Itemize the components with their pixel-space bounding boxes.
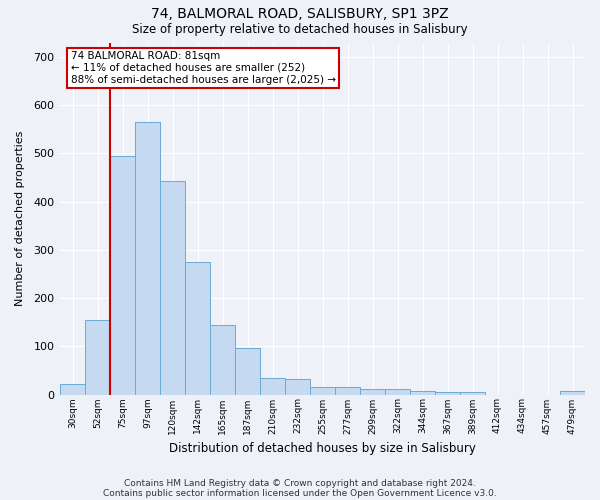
Bar <box>60 384 85 394</box>
Bar <box>110 156 135 394</box>
Bar <box>385 388 410 394</box>
Bar <box>185 262 210 394</box>
Bar <box>335 387 360 394</box>
Text: Contains public sector information licensed under the Open Government Licence v3: Contains public sector information licen… <box>103 488 497 498</box>
Bar <box>235 348 260 395</box>
Text: Size of property relative to detached houses in Salisbury: Size of property relative to detached ho… <box>132 22 468 36</box>
X-axis label: Distribution of detached houses by size in Salisbury: Distribution of detached houses by size … <box>169 442 476 455</box>
Bar <box>360 388 385 394</box>
Bar <box>85 320 110 394</box>
Text: 74 BALMORAL ROAD: 81sqm
← 11% of detached houses are smaller (252)
88% of semi-d: 74 BALMORAL ROAD: 81sqm ← 11% of detache… <box>71 52 335 84</box>
Bar <box>560 391 585 394</box>
Bar <box>410 391 435 394</box>
Bar <box>435 392 460 394</box>
Text: 74, BALMORAL ROAD, SALISBURY, SP1 3PZ: 74, BALMORAL ROAD, SALISBURY, SP1 3PZ <box>151 8 449 22</box>
Bar <box>135 122 160 394</box>
Bar <box>210 325 235 394</box>
Text: Contains HM Land Registry data © Crown copyright and database right 2024.: Contains HM Land Registry data © Crown c… <box>124 478 476 488</box>
Bar <box>460 392 485 394</box>
Y-axis label: Number of detached properties: Number of detached properties <box>15 131 25 306</box>
Bar <box>260 378 285 394</box>
Bar <box>160 181 185 394</box>
Bar <box>310 388 335 394</box>
Bar <box>285 379 310 394</box>
